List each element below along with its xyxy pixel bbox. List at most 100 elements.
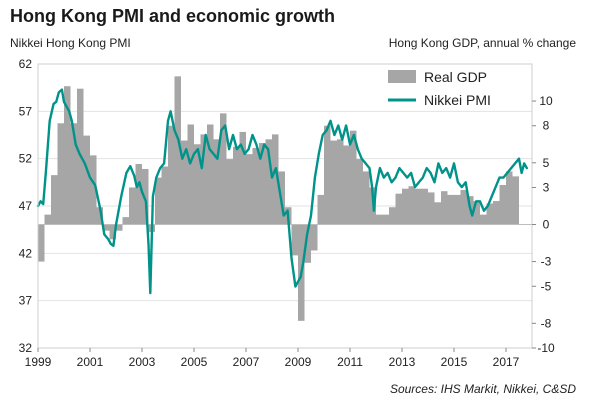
gdp-bar bbox=[460, 189, 467, 225]
x-axis-ticks: 1999 2001 2003 2005 2007 2009 2011 2013 2015 2017 bbox=[25, 348, 520, 369]
gdp-bar bbox=[116, 224, 123, 231]
right-tick-label: -5 bbox=[541, 279, 552, 293]
gdp-bar bbox=[272, 134, 279, 225]
gdp-bar bbox=[174, 76, 181, 225]
right-tick-label: -8 bbox=[541, 316, 552, 330]
gdp-bar bbox=[454, 194, 461, 225]
gdp-bar bbox=[233, 146, 240, 225]
right-tick-label: 0 bbox=[543, 218, 550, 232]
x-tick-label: 1999 bbox=[25, 355, 52, 369]
left-tick-label: 42 bbox=[19, 246, 33, 260]
left-tick-label: 37 bbox=[19, 294, 33, 308]
gdp-bar bbox=[96, 207, 103, 225]
pmi-line bbox=[36, 88, 528, 295]
gdp-bar bbox=[265, 139, 272, 225]
gdp-bar bbox=[168, 125, 175, 225]
x-tick-label: 2011 bbox=[337, 355, 363, 369]
gdp-bar bbox=[239, 131, 246, 225]
gdp-bar bbox=[441, 191, 448, 225]
gdp-bar bbox=[350, 130, 357, 225]
right-axis-caption: Hong Kong GDP, annual % change bbox=[388, 36, 576, 50]
gdp-bar bbox=[304, 224, 311, 263]
gdp-bar bbox=[155, 177, 162, 225]
right-tick-label: -10 bbox=[537, 341, 555, 355]
left-tick-label: 57 bbox=[19, 104, 33, 118]
gdp-bar bbox=[337, 139, 344, 225]
right-tick-label: 3 bbox=[543, 180, 550, 194]
right-tick-label: -3 bbox=[541, 255, 552, 269]
gdp-bar bbox=[83, 135, 90, 225]
left-tick-label: 32 bbox=[19, 341, 33, 355]
gdp-bar bbox=[434, 202, 441, 225]
gdp-bar bbox=[447, 194, 454, 225]
right-axis-ticks: -10 -8 -5 -3 0 3 5 8 10 bbox=[532, 94, 555, 355]
gdp-bar bbox=[506, 171, 513, 225]
x-tick-label: 2003 bbox=[129, 355, 156, 369]
gdp-bar bbox=[402, 188, 409, 225]
gdp-bar bbox=[70, 123, 77, 225]
right-tick-label: 8 bbox=[543, 119, 550, 133]
gdp-bar bbox=[382, 214, 389, 225]
gdp-bar bbox=[161, 166, 168, 225]
pmi-line-group bbox=[36, 88, 528, 295]
left-axis-caption: Nikkei Hong Kong PMI bbox=[10, 36, 131, 50]
right-tick-label: 5 bbox=[543, 156, 550, 170]
gdp-bar bbox=[252, 147, 259, 225]
gdp-bar bbox=[194, 144, 201, 225]
gdp-bar bbox=[311, 224, 318, 251]
gdp-bar bbox=[428, 192, 435, 225]
gdp-bar bbox=[246, 154, 253, 225]
legend: Real GDP Nikkei PMI bbox=[388, 69, 491, 108]
left-tick-label: 62 bbox=[19, 57, 33, 71]
x-tick-label: 2005 bbox=[181, 355, 208, 369]
gdp-bar bbox=[181, 140, 188, 225]
gdp-bar bbox=[213, 139, 220, 225]
gdp-bar bbox=[57, 123, 64, 225]
gdp-bar bbox=[109, 224, 116, 240]
x-tick-label: 2009 bbox=[285, 355, 312, 369]
left-axis-ticks: 32 37 42 47 52 57 62 bbox=[19, 57, 33, 355]
plot-frame bbox=[37, 63, 533, 349]
gdp-bar bbox=[389, 207, 396, 225]
gdp-bar bbox=[220, 113, 227, 225]
gdp-bar bbox=[44, 214, 51, 225]
gdp-bar bbox=[415, 188, 422, 225]
plot-border bbox=[37, 63, 533, 349]
gdp-bar bbox=[480, 214, 487, 225]
gdp-bar bbox=[317, 194, 324, 225]
right-tick-label: 10 bbox=[539, 94, 553, 108]
gdp-bar bbox=[90, 155, 97, 225]
x-tick-label: 2013 bbox=[389, 355, 416, 369]
gdp-bar bbox=[207, 124, 214, 225]
gdp-bar bbox=[122, 217, 129, 225]
legend-swatch-real-gdp bbox=[388, 70, 416, 83]
gdp-bar bbox=[512, 176, 519, 225]
gdp-bar bbox=[356, 159, 363, 225]
gdp-bar bbox=[324, 125, 331, 225]
gdp-bar bbox=[51, 175, 58, 225]
gdp-bar bbox=[421, 188, 428, 225]
gdp-bar bbox=[486, 203, 493, 225]
x-tick-label: 2007 bbox=[233, 355, 260, 369]
gdp-bar bbox=[499, 185, 506, 225]
gdp-bar bbox=[408, 186, 415, 225]
left-tick-label: 47 bbox=[19, 199, 33, 213]
gdp-bar bbox=[200, 134, 207, 225]
gdp-bar bbox=[395, 193, 402, 225]
gdp-bar bbox=[259, 143, 266, 225]
x-tick-label: 2001 bbox=[77, 355, 104, 369]
gdp-bar bbox=[135, 164, 142, 225]
gdp-bar bbox=[103, 224, 110, 231]
gdp-bar bbox=[38, 224, 45, 262]
gdp-bar bbox=[330, 140, 337, 225]
gdp-bar bbox=[376, 214, 383, 225]
gdp-bar bbox=[187, 124, 194, 225]
source-note: Sources: IHS Markit, Nikkei, C&SD bbox=[389, 382, 576, 396]
chart-title: Hong Kong PMI and economic growth bbox=[10, 6, 335, 26]
x-tick-label: 2015 bbox=[441, 355, 468, 369]
gdp-bar bbox=[343, 145, 350, 225]
left-tick-label: 52 bbox=[19, 152, 33, 166]
gdp-bar bbox=[64, 86, 71, 225]
gdp-bar bbox=[291, 224, 298, 256]
